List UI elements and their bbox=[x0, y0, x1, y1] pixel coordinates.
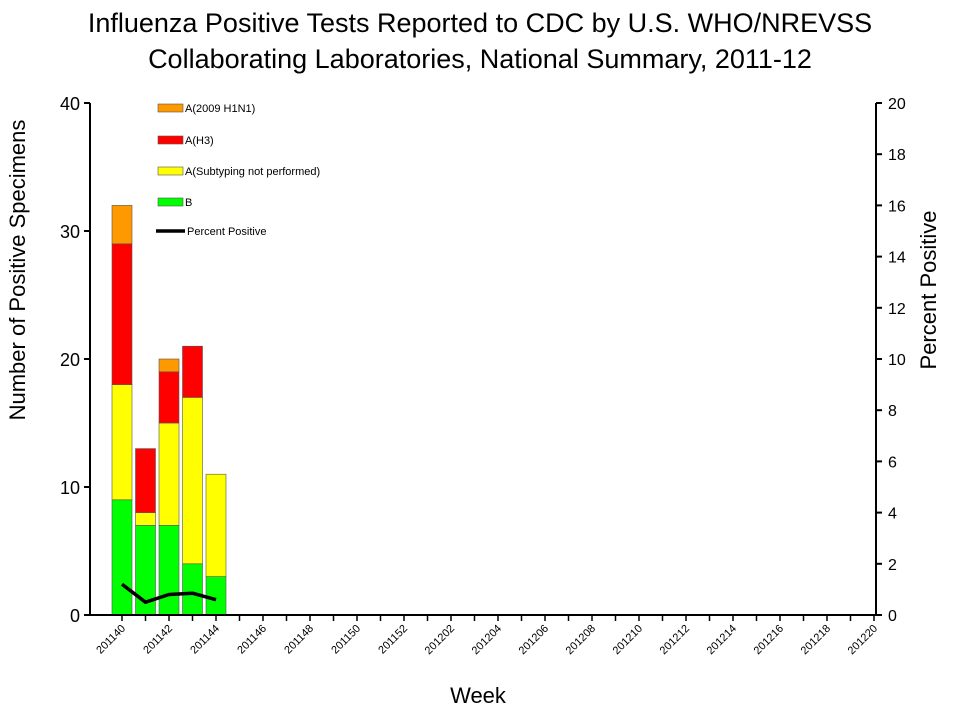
y2-tick-label: 18 bbox=[888, 147, 906, 164]
legend-swatch bbox=[157, 103, 184, 113]
x-tick-label: 201144 bbox=[188, 623, 222, 657]
legend-swatch bbox=[157, 166, 184, 176]
x-axis-label: Week bbox=[450, 683, 507, 708]
percent-positive-line bbox=[120, 582, 217, 604]
x-tick-label: 201208 bbox=[564, 623, 598, 657]
legend-label: Percent Positive bbox=[187, 226, 266, 238]
x-tick-label: 201220 bbox=[846, 623, 880, 657]
y2-tick-label: 8 bbox=[888, 403, 897, 420]
y-tick-label: 10 bbox=[60, 478, 80, 498]
bar-segment bbox=[135, 448, 156, 513]
bar-segment bbox=[158, 371, 180, 424]
bar-segment bbox=[182, 345, 203, 398]
x-tick-label: 201142 bbox=[141, 623, 175, 657]
bar-segment bbox=[158, 422, 180, 526]
bar-segment bbox=[111, 205, 133, 245]
y-tick-label: 0 bbox=[70, 606, 80, 626]
x-tick-label: 201140 bbox=[94, 623, 128, 657]
legend-swatch bbox=[157, 197, 184, 207]
legend-label: B bbox=[185, 197, 192, 209]
y2-axis-label: Percent Positive bbox=[916, 211, 941, 370]
x-tick-label: 201146 bbox=[235, 623, 269, 657]
y2-tick-label: 4 bbox=[888, 506, 897, 523]
y-tick-label: 30 bbox=[60, 222, 80, 242]
legend-label: A(H3) bbox=[185, 135, 214, 147]
bar-segment bbox=[182, 563, 203, 616]
x-tick-label: 201216 bbox=[752, 623, 786, 657]
x-tick-label: 201202 bbox=[423, 623, 457, 657]
x-tick-label: 201204 bbox=[470, 623, 504, 657]
x-tick-label: 201214 bbox=[705, 623, 739, 657]
y2-tick-label: 2 bbox=[888, 557, 897, 574]
bar-segment bbox=[158, 358, 180, 373]
bar-segment bbox=[135, 512, 156, 526]
x-tick-label: 201150 bbox=[329, 623, 363, 657]
legend-swatch bbox=[157, 135, 184, 145]
y2-tick-label: 0 bbox=[888, 608, 897, 625]
x-tick-label: 201206 bbox=[517, 623, 551, 657]
chart-title-line-1: Influenza Positive Tests Reported to CDC… bbox=[87, 8, 873, 38]
y2-tick-label: 14 bbox=[888, 250, 906, 267]
bar-segment bbox=[111, 499, 133, 616]
legend-label: A(Subtyping not performed) bbox=[185, 166, 320, 178]
chart-title-line-2: Collaborating Laboratories, National Sum… bbox=[148, 44, 812, 74]
y-axis-label: Number of Positive Specimens bbox=[5, 120, 30, 421]
legend-label: A(2009 H1N1) bbox=[185, 103, 255, 115]
y2-tick-label: 20 bbox=[888, 96, 906, 113]
y2-tick-label: 12 bbox=[888, 301, 906, 318]
bar-segment bbox=[182, 397, 203, 565]
bar-segment bbox=[205, 473, 227, 577]
y-tick-label: 40 bbox=[60, 94, 80, 114]
bar-segment bbox=[158, 525, 180, 616]
y2-tick-label: 6 bbox=[888, 454, 897, 471]
bar-segment bbox=[111, 243, 133, 385]
x-tick-label: 201218 bbox=[799, 623, 833, 657]
x-tick-label: 201148 bbox=[282, 623, 316, 657]
y2-tick-label: 16 bbox=[888, 198, 906, 215]
x-tick-label: 201210 bbox=[611, 623, 645, 657]
bar-segment bbox=[205, 576, 227, 616]
x-tick-label: 201212 bbox=[658, 623, 692, 657]
x-tick-label: 201152 bbox=[376, 623, 410, 657]
bar-segment bbox=[111, 384, 133, 501]
y2-tick-label: 10 bbox=[888, 352, 906, 369]
y-tick-label: 20 bbox=[60, 350, 80, 370]
